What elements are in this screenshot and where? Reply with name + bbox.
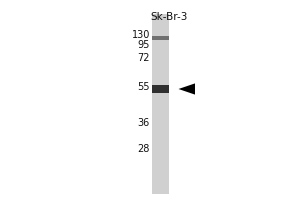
Bar [152,85,169,93]
Text: 72: 72 [137,53,150,63]
Polygon shape [178,83,195,95]
Text: 95: 95 [138,40,150,50]
Bar [152,36,169,40]
Text: 36: 36 [138,118,150,128]
Bar [152,14,169,194]
Text: 130: 130 [132,30,150,40]
Text: 28: 28 [138,144,150,154]
Text: 55: 55 [137,82,150,92]
Text: Sk-Br-3: Sk-Br-3 [151,12,188,22]
